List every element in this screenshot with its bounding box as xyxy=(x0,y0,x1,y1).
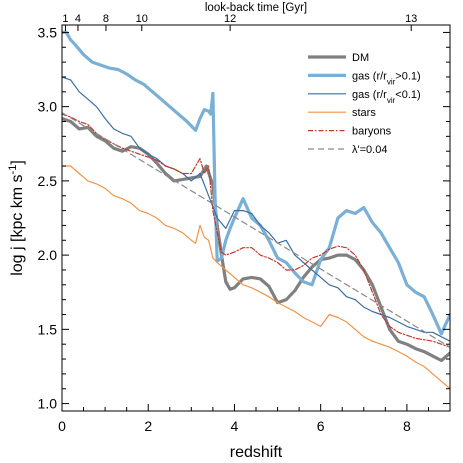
legend-label: baryons xyxy=(352,126,392,138)
y-axis-title: log j [kpc km s-1] xyxy=(7,160,26,276)
x-tick-label: 2 xyxy=(144,418,152,434)
label-layer: 0 2 4 6 81.01.52.02.53.03.51 4 8 10 12 13 xyxy=(38,13,418,434)
x-tick-label: 4 xyxy=(231,418,239,434)
x-tick-label: 0 xyxy=(58,418,66,434)
y-tick-label: 1.5 xyxy=(38,321,58,337)
series-line-5 xyxy=(62,111,450,348)
tick-layer xyxy=(61,25,451,411)
series-line-0 xyxy=(62,116,450,363)
series-line-3 xyxy=(62,165,450,390)
series-line-4 xyxy=(62,113,450,348)
y-axis-title-end: ] xyxy=(9,160,26,164)
legend-label: gas (r/rvir>0.1) xyxy=(352,70,421,86)
series-layer xyxy=(62,30,450,390)
legend-label: λ'=0.04 xyxy=(352,144,387,156)
y-tick-label: 2.0 xyxy=(38,247,58,263)
top-tick-label: 4 xyxy=(75,13,81,25)
x-tick-label: 8 xyxy=(403,418,411,434)
top-tick-label: 10 xyxy=(136,13,148,25)
y-tick-label: 1.0 xyxy=(38,396,58,412)
legend-label: gas (r/rvir<0.1) xyxy=(352,89,421,105)
y-tick-label: 3.0 xyxy=(38,99,58,115)
x-tick-label: 6 xyxy=(317,418,325,434)
legend-label: stars xyxy=(352,107,376,119)
legend-label: DM xyxy=(352,52,369,64)
top-tick-label: 13 xyxy=(405,13,417,25)
top-axis-title: look-back time [Gyr] xyxy=(205,2,307,14)
y-axis-title-sup: -1 xyxy=(7,165,19,175)
y-tick-label: 3.5 xyxy=(38,24,58,40)
y-tick-label: 2.5 xyxy=(38,173,58,189)
x-axis-title: redshift xyxy=(230,444,283,461)
series-line-2 xyxy=(62,76,450,342)
top-tick-label: 12 xyxy=(224,13,236,25)
top-tick-label: 8 xyxy=(103,13,109,25)
legend: DM gas (r/rvir>0.1) gas (r/rvir<0.1) stars b… xyxy=(308,52,421,156)
series-line-1 xyxy=(62,30,450,336)
y-axis-title-main: log j [kpc km s xyxy=(9,174,26,275)
top-tick-label: 1 xyxy=(62,13,68,25)
